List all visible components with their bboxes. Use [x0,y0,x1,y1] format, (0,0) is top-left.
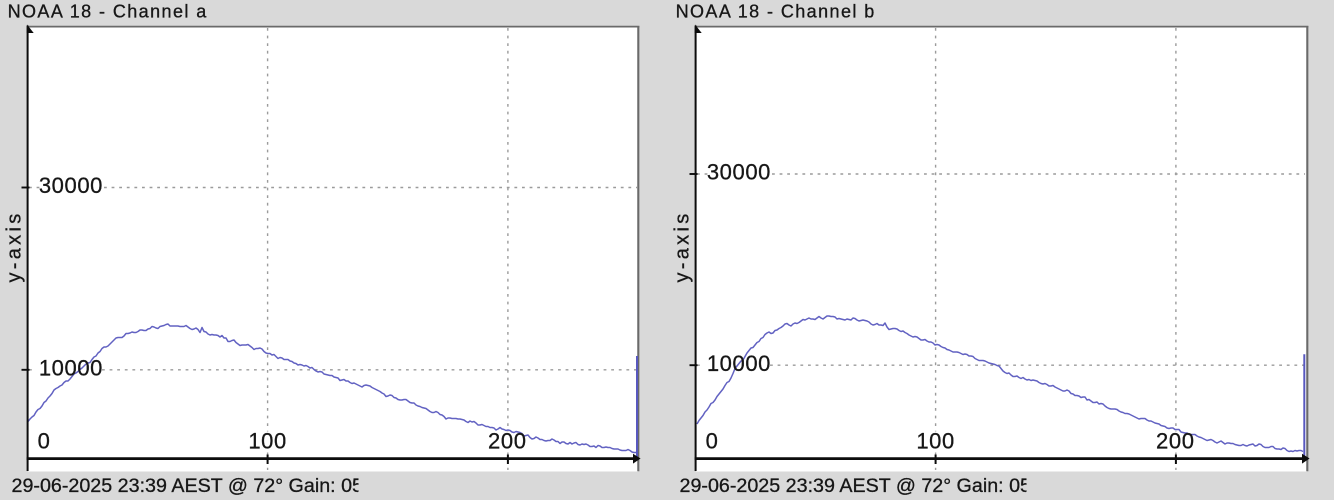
svg-text:200: 200 [488,428,527,453]
svg-text:10000: 10000 [707,351,771,376]
svg-text:y-axis: y-axis [4,210,26,282]
svg-text:NOAA 18 - Channel b: NOAA 18 - Channel b [676,2,876,22]
svg-text:NOAA 18 - Channel a: NOAA 18 - Channel a [8,2,208,22]
svg-text:0: 0 [38,428,51,453]
svg-text:30000: 30000 [707,160,771,185]
svg-text:29-06-2025 23:39 AEST @ 72° Ga: 29-06-2025 23:39 AEST @ 72° Gain: 05 [12,475,364,497]
svg-text:29-06-2025 23:39 AEST @ 72° Ga: 29-06-2025 23:39 AEST @ 72° Gain: 05 [680,475,1032,497]
svg-text:10000: 10000 [39,355,103,380]
svg-text:200: 200 [1156,428,1195,453]
svg-text:0: 0 [706,428,719,453]
svg-text:100: 100 [916,428,955,453]
svg-text:y-axis: y-axis [672,210,694,282]
svg-text:100: 100 [248,428,287,453]
svg-text:30000: 30000 [39,173,103,198]
